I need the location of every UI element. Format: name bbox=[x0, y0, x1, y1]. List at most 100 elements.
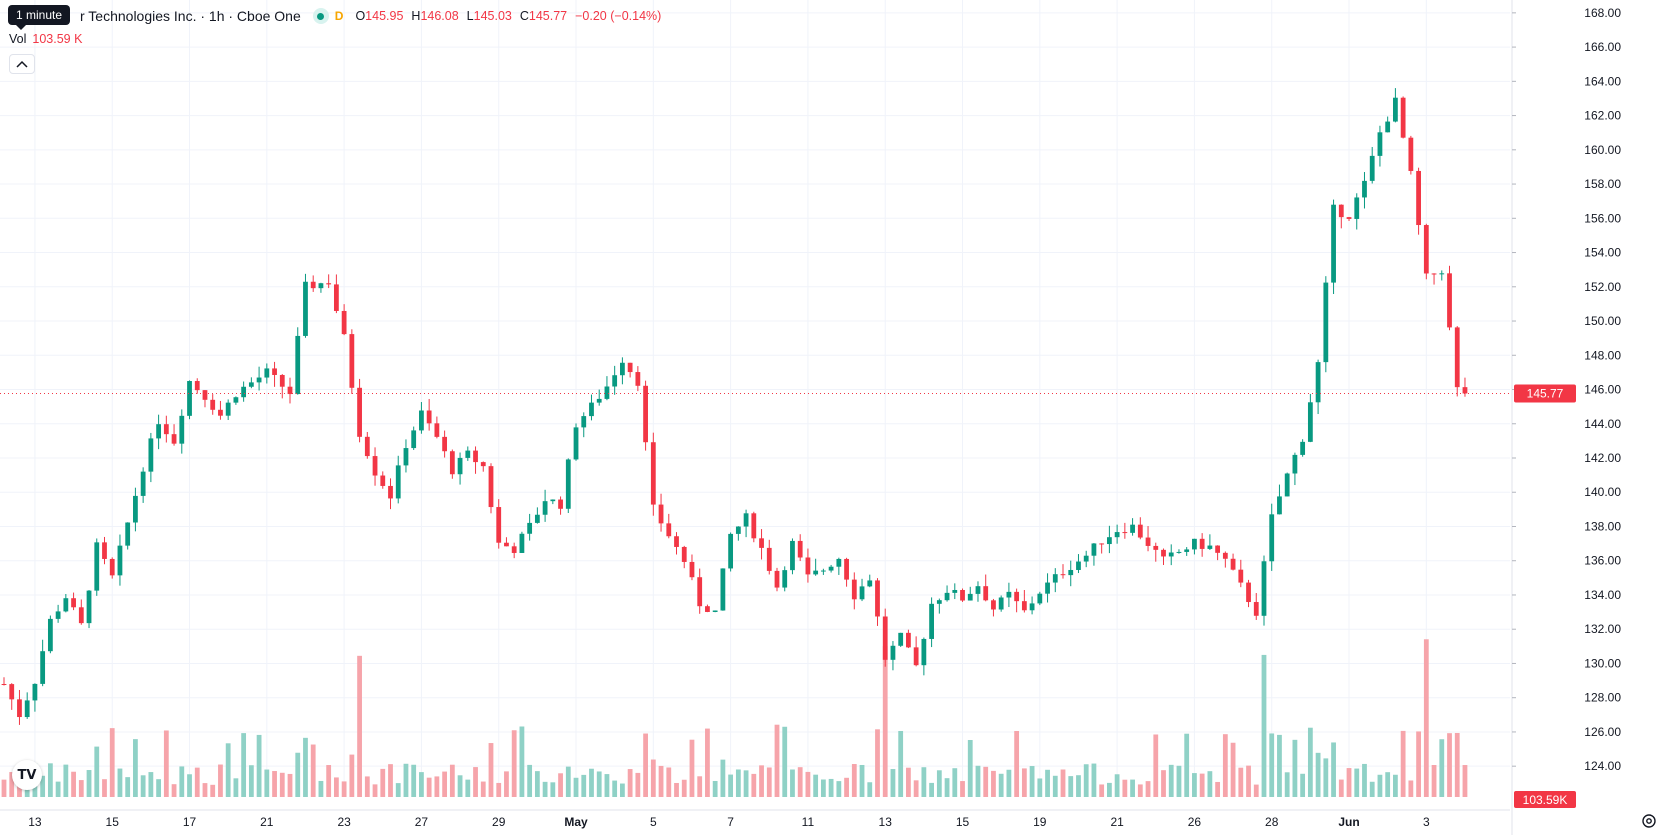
candle-body bbox=[1269, 514, 1275, 562]
candle-body bbox=[171, 434, 177, 444]
time-axis[interactable]: 13 15 17 21 23 27 29 May 5 7 11 13 15 19 21 26 28 Jun 3 bbox=[0, 809, 1510, 829]
candle-body bbox=[1338, 204, 1344, 218]
volume-bar bbox=[534, 771, 540, 797]
candle-body bbox=[434, 423, 440, 437]
tradingview-logo-icon[interactable]: TV bbox=[12, 760, 42, 790]
candle-body bbox=[1083, 555, 1089, 562]
collapse-legend-button[interactable] bbox=[9, 54, 35, 74]
candle-body bbox=[1454, 327, 1460, 388]
candle-body bbox=[326, 283, 332, 285]
data-source-badge[interactable]: D bbox=[334, 9, 344, 23]
candle-body bbox=[697, 577, 703, 607]
volume-bar bbox=[1439, 739, 1445, 797]
volume-bar bbox=[303, 737, 308, 797]
candle-body bbox=[1284, 473, 1290, 497]
candle-body bbox=[1106, 537, 1112, 545]
volume-bar bbox=[1153, 734, 1159, 797]
volume-bar bbox=[1323, 758, 1329, 797]
candle-body bbox=[411, 430, 417, 449]
volume-bar bbox=[1300, 773, 1306, 797]
volume-bar bbox=[1331, 742, 1336, 797]
candle-body bbox=[728, 533, 734, 569]
volume-bar bbox=[411, 764, 417, 797]
candle-body bbox=[504, 542, 509, 547]
volume-bar bbox=[133, 739, 138, 797]
volume-bar bbox=[998, 773, 1004, 797]
candle-body bbox=[1161, 549, 1166, 557]
candle-body bbox=[318, 283, 324, 289]
volume-bar bbox=[1091, 763, 1097, 797]
volume-bar bbox=[1261, 654, 1267, 797]
volume-bar bbox=[967, 739, 973, 797]
price-axis-label: 146.00 bbox=[1584, 383, 1621, 397]
candle-body bbox=[156, 424, 161, 439]
volume-bar bbox=[882, 646, 888, 797]
volume-bar bbox=[658, 765, 664, 797]
volume-bar bbox=[264, 769, 270, 797]
candle-body bbox=[403, 448, 409, 466]
candle-body bbox=[658, 504, 664, 524]
symbol-title[interactable]: r Technologies Inc. · 1h · Cboe One bbox=[80, 8, 301, 24]
volume-bar bbox=[1199, 773, 1205, 797]
candle-body bbox=[906, 632, 911, 648]
candle-body bbox=[650, 442, 656, 505]
candle-body bbox=[836, 558, 842, 567]
candle-body bbox=[272, 368, 277, 375]
candle-body bbox=[1246, 582, 1251, 603]
volume-bar bbox=[1021, 768, 1027, 797]
volume-bar bbox=[403, 763, 409, 797]
volume-bar bbox=[674, 782, 679, 797]
price-axis-label: 154.00 bbox=[1584, 246, 1621, 260]
volume-bar bbox=[712, 780, 718, 797]
volume-bar bbox=[1369, 781, 1375, 797]
candle-body bbox=[1238, 569, 1244, 583]
candle-body bbox=[465, 450, 471, 458]
candle-body bbox=[898, 632, 904, 646]
volume-bar bbox=[589, 768, 594, 797]
candle-body bbox=[921, 638, 927, 666]
candle-body bbox=[1230, 558, 1236, 570]
volume-bar bbox=[650, 759, 656, 797]
candle-body bbox=[511, 546, 517, 553]
price-axis-label: 158.00 bbox=[1584, 177, 1621, 191]
volume-bar bbox=[395, 783, 401, 797]
volume-bar bbox=[921, 767, 927, 797]
candle-body bbox=[1145, 537, 1151, 546]
volume-bar bbox=[248, 765, 254, 797]
volume-bar bbox=[279, 772, 285, 797]
price-axis[interactable]: 124.00 126.00 128.00 130.00 132.00 134.00 136.… bbox=[1511, 0, 1621, 835]
volume-bar bbox=[1114, 774, 1120, 797]
volume-bar bbox=[163, 730, 169, 797]
volume-bar bbox=[102, 779, 107, 797]
candle-body bbox=[666, 523, 672, 537]
volume-bar bbox=[975, 765, 981, 797]
volume-bar bbox=[364, 776, 370, 797]
gear-icon[interactable] bbox=[1640, 812, 1658, 830]
volume-bar bbox=[550, 782, 556, 797]
volume-bar bbox=[697, 776, 703, 797]
volume-bar bbox=[1338, 779, 1344, 797]
volume-bar bbox=[705, 728, 710, 797]
volume-bar bbox=[310, 744, 316, 797]
candle-body bbox=[233, 397, 239, 403]
candle-body bbox=[1114, 532, 1120, 538]
candle-body bbox=[1122, 532, 1128, 534]
candle-body bbox=[527, 522, 533, 534]
candle-body bbox=[558, 499, 563, 509]
market-status-icon[interactable] bbox=[312, 8, 329, 24]
candle-body bbox=[1014, 591, 1020, 602]
candle-body bbox=[1462, 387, 1468, 394]
candle-body bbox=[218, 409, 223, 416]
candle-body bbox=[581, 416, 587, 428]
volume-bar bbox=[867, 782, 873, 797]
candle-body bbox=[596, 398, 602, 403]
volume-bar bbox=[1037, 778, 1043, 797]
volume-bar bbox=[202, 783, 208, 797]
candle-body bbox=[1153, 545, 1159, 550]
volume-bar bbox=[1253, 784, 1259, 797]
volume-bar bbox=[148, 772, 154, 797]
volume-bar bbox=[480, 781, 486, 797]
volume-bar bbox=[581, 774, 587, 797]
time-axis-label: 15 bbox=[106, 815, 120, 829]
